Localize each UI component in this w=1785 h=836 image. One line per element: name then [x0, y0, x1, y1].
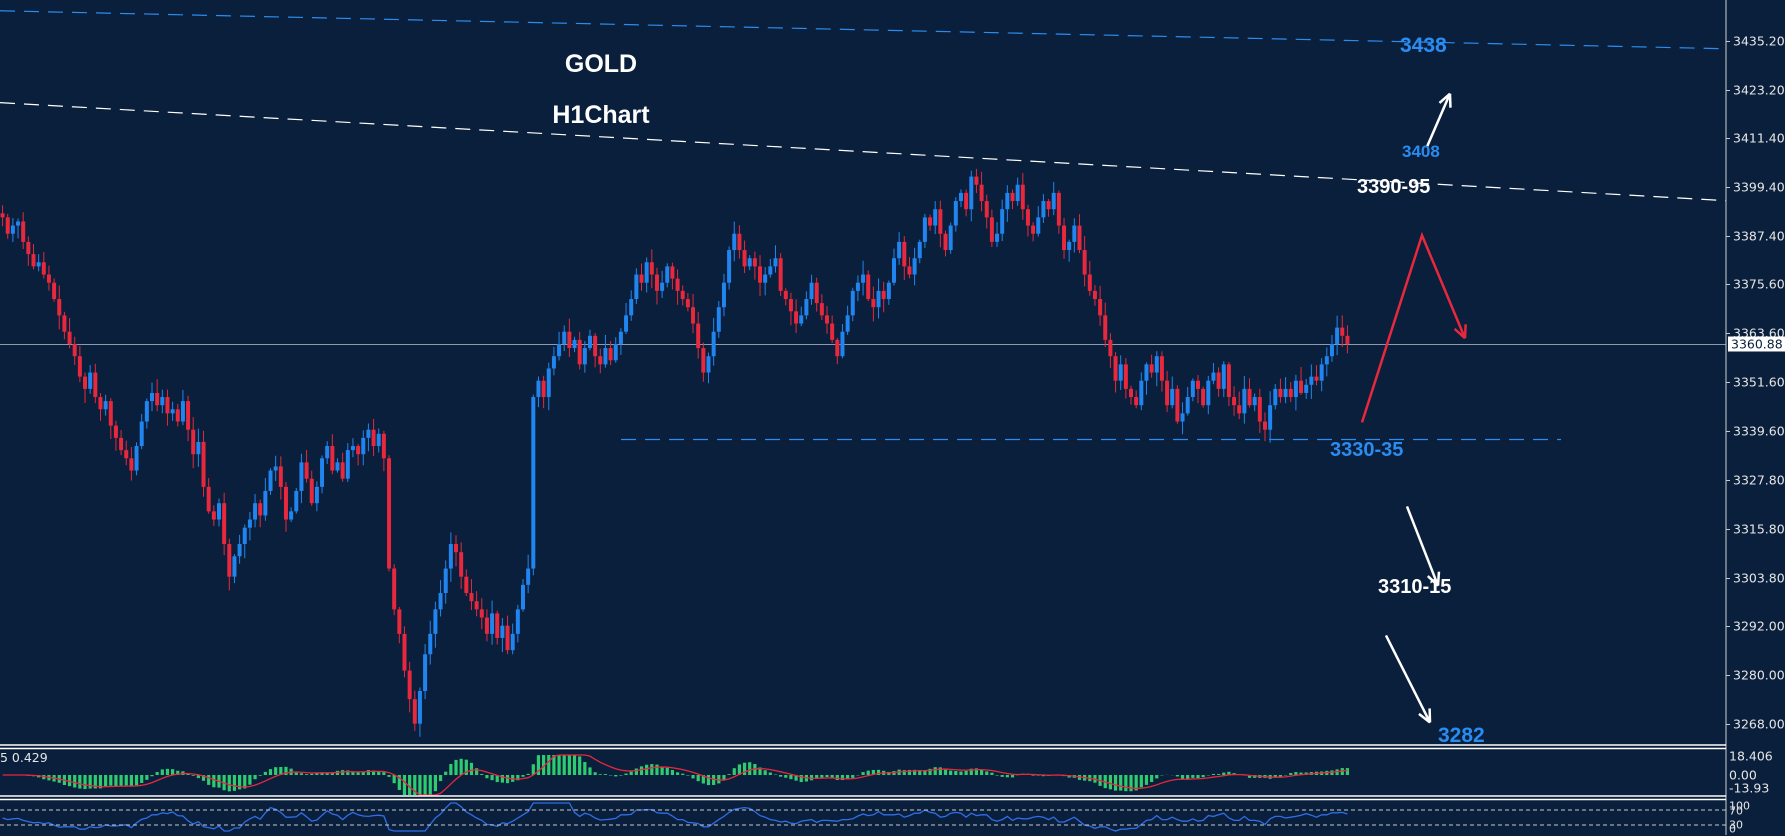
price-tick: 3327.80: [1733, 472, 1785, 487]
annotation-3408: 3408: [1402, 142, 1440, 162]
price-tick: 3399.40: [1733, 180, 1785, 195]
chart-title-timeframe: H1Chart: [501, 101, 701, 130]
tick-mark: [1726, 578, 1730, 579]
chart-title-symbol: GOLD: [501, 50, 701, 79]
tick-mark: [1726, 480, 1730, 481]
annotation-target-bottom: 3282: [1438, 724, 1485, 748]
tick-mark: [1726, 236, 1730, 237]
tick-mark: [1726, 90, 1730, 91]
tick-mark: [1726, 431, 1730, 432]
tick-mark: [1726, 333, 1730, 334]
price-tick: 3280.00: [1733, 667, 1785, 682]
annotation-target-top: 3438: [1400, 34, 1447, 58]
tick-mark: [1726, 138, 1730, 139]
price-tick: 3315.80: [1733, 521, 1785, 536]
rsi-tick-0: 0: [1729, 823, 1736, 836]
tick-mark: [1726, 187, 1730, 188]
price-tick: 3303.80: [1733, 570, 1785, 585]
tick-mark: [1726, 41, 1730, 42]
tick-mark: [1726, 675, 1730, 676]
tick-mark: [1726, 724, 1730, 725]
price-tick: 3375.60: [1733, 277, 1785, 292]
current-price-tag: 3360.88: [1728, 337, 1785, 352]
price-tick: 3339.60: [1733, 424, 1785, 439]
macd-label: 5 0.429: [0, 750, 48, 765]
price-tick: 3351.60: [1733, 375, 1785, 390]
price-tick: 3423.20: [1733, 82, 1785, 97]
rsi-tick-70: 70: [1729, 805, 1743, 818]
tick-mark: [1726, 529, 1730, 530]
annotation-support: 3330-35: [1330, 439, 1403, 462]
price-tick: 3387.40: [1733, 229, 1785, 244]
price-tick: 3292.00: [1733, 618, 1785, 633]
macd-tick-max: 18.406: [1729, 749, 1773, 764]
tick-mark: [1726, 382, 1730, 383]
price-tick: 3268.00: [1733, 716, 1785, 731]
price-tick: 3435.20: [1733, 34, 1785, 49]
annotation-resistance: 3390-95: [1357, 176, 1430, 199]
price-tick: 3411.40: [1733, 131, 1785, 146]
tick-mark: [1726, 284, 1730, 285]
macd-tick-min: -13.93: [1729, 781, 1769, 796]
annotation-support-2: 3310-15: [1378, 576, 1451, 599]
tick-mark: [1726, 626, 1730, 627]
